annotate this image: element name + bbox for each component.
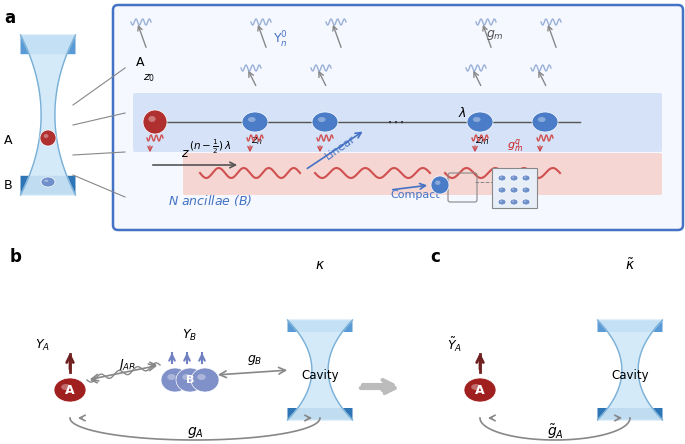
Ellipse shape — [318, 117, 325, 122]
Ellipse shape — [242, 112, 268, 132]
Text: Compact: Compact — [390, 190, 440, 200]
Text: c: c — [430, 248, 440, 266]
Text: A: A — [136, 56, 145, 68]
Ellipse shape — [510, 175, 518, 181]
Ellipse shape — [191, 368, 219, 392]
Ellipse shape — [471, 384, 481, 390]
Ellipse shape — [143, 110, 167, 134]
Text: $(n-\frac{1}{2})\,\lambda$: $(n-\frac{1}{2})\,\lambda$ — [189, 138, 231, 156]
Text: A: A — [475, 384, 485, 396]
Text: $\tilde{Y}_A$: $\tilde{Y}_A$ — [447, 336, 462, 354]
Text: $z_m$: $z_m$ — [475, 135, 490, 147]
Ellipse shape — [538, 117, 546, 122]
Ellipse shape — [510, 199, 518, 205]
Text: A: A — [65, 384, 75, 396]
Ellipse shape — [498, 199, 506, 205]
Ellipse shape — [467, 112, 493, 132]
Ellipse shape — [464, 378, 496, 402]
Ellipse shape — [524, 201, 526, 202]
Text: Linear: Linear — [323, 134, 357, 162]
Ellipse shape — [435, 181, 440, 185]
Ellipse shape — [522, 175, 530, 181]
Ellipse shape — [61, 384, 71, 390]
Ellipse shape — [512, 189, 514, 190]
Ellipse shape — [500, 177, 502, 178]
FancyBboxPatch shape — [133, 93, 662, 152]
Polygon shape — [21, 35, 75, 195]
Ellipse shape — [473, 117, 481, 122]
Ellipse shape — [500, 201, 502, 202]
Text: a: a — [4, 9, 16, 27]
Ellipse shape — [522, 199, 530, 205]
Text: $\cdots$: $\cdots$ — [386, 113, 404, 131]
Text: $\tilde{g}_A$: $\tilde{g}_A$ — [547, 423, 564, 441]
Text: $g_B$: $g_B$ — [247, 353, 263, 367]
Ellipse shape — [312, 112, 338, 132]
Ellipse shape — [498, 187, 506, 193]
Ellipse shape — [522, 187, 530, 193]
Text: $z_n$: $z_n$ — [251, 135, 263, 147]
Ellipse shape — [167, 374, 175, 380]
FancyBboxPatch shape — [21, 35, 75, 54]
Ellipse shape — [149, 116, 155, 122]
Ellipse shape — [532, 112, 558, 132]
Text: $g_A$: $g_A$ — [186, 424, 203, 440]
Ellipse shape — [197, 374, 205, 380]
Text: $Y_A$: $Y_A$ — [35, 337, 50, 353]
Ellipse shape — [176, 368, 204, 392]
Text: $\kappa$: $\kappa$ — [315, 258, 325, 272]
Ellipse shape — [510, 187, 518, 193]
FancyBboxPatch shape — [21, 176, 75, 195]
Text: b: b — [10, 248, 22, 266]
Text: $N$ ancillae (B): $N$ ancillae (B) — [168, 193, 252, 207]
Ellipse shape — [161, 368, 189, 392]
Text: $Y_B$: $Y_B$ — [182, 328, 197, 343]
Ellipse shape — [498, 175, 506, 181]
Text: $J_{AB}$: $J_{AB}$ — [117, 357, 136, 373]
FancyBboxPatch shape — [492, 168, 537, 208]
FancyBboxPatch shape — [288, 320, 353, 332]
Polygon shape — [597, 320, 662, 420]
Ellipse shape — [512, 201, 514, 202]
Text: $g_m^q$: $g_m^q$ — [507, 136, 523, 154]
Ellipse shape — [431, 176, 449, 194]
Text: Cavity: Cavity — [611, 369, 649, 381]
FancyBboxPatch shape — [113, 5, 683, 230]
FancyBboxPatch shape — [597, 320, 662, 332]
Text: B: B — [186, 375, 194, 385]
Text: $g_m$: $g_m$ — [486, 28, 504, 42]
Ellipse shape — [182, 374, 190, 380]
Text: $\lambda$: $\lambda$ — [458, 106, 466, 120]
Ellipse shape — [524, 189, 526, 190]
FancyBboxPatch shape — [183, 153, 662, 195]
Text: B: B — [3, 178, 12, 191]
Text: $\tilde{\kappa}$: $\tilde{\kappa}$ — [625, 257, 635, 273]
Text: $\Upsilon_n^0$: $\Upsilon_n^0$ — [273, 30, 288, 50]
Text: $z$: $z$ — [181, 147, 190, 160]
Text: $z_0$: $z_0$ — [143, 72, 155, 84]
Ellipse shape — [512, 177, 514, 178]
Polygon shape — [288, 320, 353, 420]
FancyBboxPatch shape — [597, 408, 662, 420]
Ellipse shape — [44, 134, 49, 138]
Ellipse shape — [500, 189, 502, 190]
Ellipse shape — [40, 130, 56, 146]
Ellipse shape — [44, 179, 49, 182]
Text: A: A — [3, 134, 12, 147]
FancyBboxPatch shape — [288, 408, 353, 420]
Text: Cavity: Cavity — [301, 369, 339, 381]
Ellipse shape — [54, 378, 86, 402]
Ellipse shape — [248, 117, 256, 122]
Ellipse shape — [524, 177, 526, 178]
Ellipse shape — [41, 177, 55, 187]
